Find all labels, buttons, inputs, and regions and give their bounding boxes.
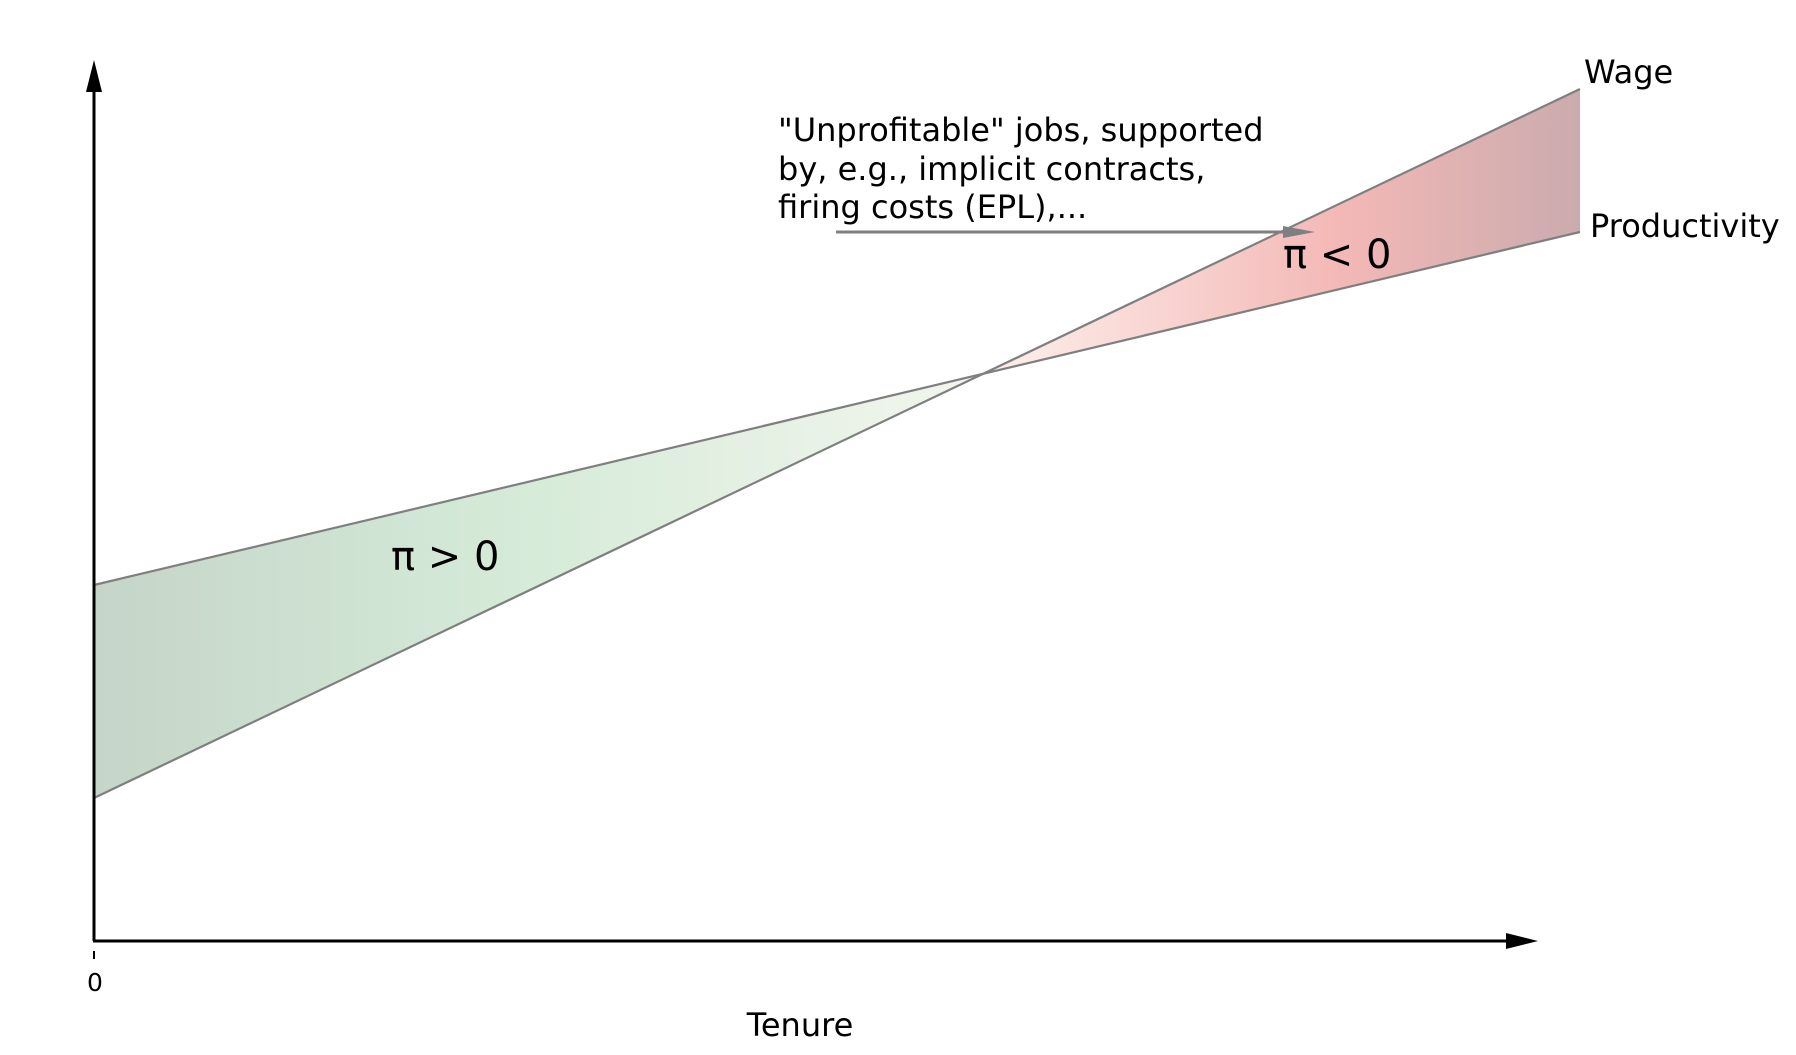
loss-region-label: π < 0 xyxy=(1283,232,1391,278)
annotation-line-2: by, e.g., implicit contracts, xyxy=(778,150,1205,188)
wage-label: Wage xyxy=(1584,53,1673,91)
y-axis-arrowhead xyxy=(86,60,102,92)
wage-line xyxy=(93,88,1581,799)
annotation-line-3: firing costs (EPL),... xyxy=(778,188,1087,226)
annotation-text: "Unprofitable" jobs, supported by, e.g.,… xyxy=(778,111,1274,226)
x-axis-label: Tenure xyxy=(746,1006,854,1044)
productivity-label: Productivity xyxy=(1590,207,1780,245)
x-axis-arrowhead xyxy=(1506,933,1538,949)
productivity-line xyxy=(93,230,1581,587)
x-axis-tick-label: 0 xyxy=(87,968,103,997)
profit-region-label: π > 0 xyxy=(391,534,499,580)
annotation-arrowhead xyxy=(1283,226,1315,238)
annotation-line-1: "Unprofitable" jobs, supported xyxy=(778,111,1264,149)
